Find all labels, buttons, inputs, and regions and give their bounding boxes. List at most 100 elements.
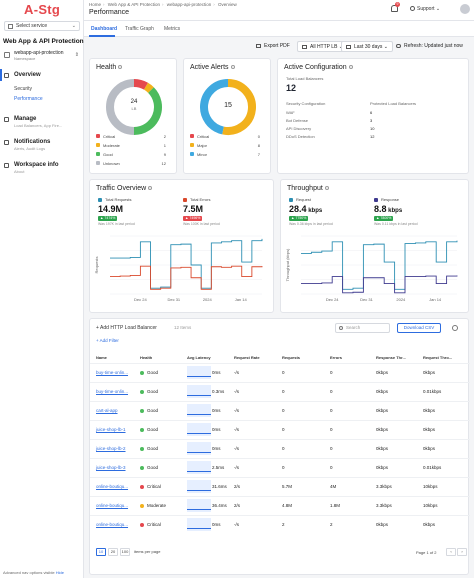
cell-name[interactable]: buy-time-onlin... bbox=[96, 389, 129, 394]
checkbox-icon[interactable] bbox=[98, 198, 102, 202]
alerts-legend-critical[interactable]: Critical 0 bbox=[190, 134, 266, 142]
cell-errors: 4M bbox=[330, 484, 337, 489]
breadcrumb-home[interactable]: Home bbox=[89, 2, 102, 7]
metric-total-requests[interactable]: Total Requests 14.9M ▲ 7474% Was 197K in la… bbox=[98, 197, 178, 228]
table-row[interactable]: juice-shop-lb-3 Good 2.5ms -/s 0 0 0kbps 0.01kb… bbox=[90, 458, 470, 476]
info-icon[interactable] bbox=[324, 186, 329, 191]
donut-slice-critical[interactable] bbox=[133, 79, 148, 90]
column-header[interactable]: Response Thr... bbox=[376, 355, 406, 360]
cell-name[interactable]: cart-al-app bbox=[96, 408, 118, 413]
column-header[interactable]: Errors bbox=[330, 355, 343, 360]
column-header[interactable]: Name bbox=[96, 355, 107, 360]
sidebar-item-label: Overview bbox=[14, 72, 41, 78]
table-row[interactable]: buy-time-onlin... Good 0.3ms -/s 0 0 0kbps 0.01… bbox=[90, 382, 470, 400]
prev-page-button[interactable]: ‹ bbox=[446, 548, 456, 556]
column-header[interactable]: Health bbox=[140, 355, 153, 360]
cell-name[interactable]: juice-shop-lb-1 bbox=[96, 427, 126, 432]
metric-response[interactable]: Response 8.8 kbps ▲ 7800% Was 0.11 kbps in … bbox=[374, 197, 454, 228]
lb-filter-select[interactable]: All HTTP LB ⌄ bbox=[297, 41, 349, 52]
cell-name[interactable]: online-boutiqu... bbox=[96, 503, 129, 508]
donut-slice-major[interactable] bbox=[222, 79, 256, 135]
legend-swatch bbox=[96, 161, 100, 165]
cell-name[interactable]: juice-shop-lb-2 bbox=[96, 446, 126, 451]
tab-metrics[interactable]: Metrics bbox=[164, 26, 181, 32]
metric-value: 8.8 kbps bbox=[374, 204, 403, 214]
bell-icon[interactable] bbox=[391, 5, 398, 12]
avatar[interactable] bbox=[460, 4, 470, 14]
health-legend-critical[interactable]: Critical 2 bbox=[96, 134, 172, 142]
add-lb-button[interactable]: + Add HTTP Load Balancer bbox=[96, 325, 157, 331]
column-header[interactable]: Request Thro... bbox=[423, 355, 453, 360]
metric-total-errors[interactable]: Total Errors 7.5M ▲ 7496% Was 100K in last … bbox=[183, 197, 263, 228]
cell-name[interactable]: buy-time-onlin... bbox=[96, 370, 129, 375]
download-csv-button[interactable]: Download CSV bbox=[397, 323, 441, 333]
checkbox-icon[interactable] bbox=[374, 198, 378, 202]
refresh-button[interactable]: Refresh: Updated just now bbox=[392, 41, 467, 52]
donut-slice-good[interactable] bbox=[133, 87, 162, 135]
donut-slice-minor[interactable] bbox=[200, 79, 229, 135]
page-size-100[interactable]: 100 bbox=[120, 548, 130, 556]
table-row[interactable]: juice-shop-lb-1 Good 0ms -/s 0 0 0kbps 0kbps bbox=[90, 420, 470, 438]
next-page-button[interactable]: › bbox=[457, 548, 467, 556]
cell-name[interactable]: online-boutiqu... bbox=[96, 522, 129, 527]
table-row[interactable]: online-boutiqu... Critical 31.6ms 2/s 5.7M 4M… bbox=[90, 477, 470, 495]
table-row[interactable]: juice-shop-lb-2 Good 0ms -/s 0 0 0kbps 0kbps bbox=[90, 439, 470, 457]
checkbox-icon[interactable] bbox=[183, 198, 187, 202]
search-input[interactable]: Search bbox=[335, 323, 390, 333]
series-line-total-requests[interactable] bbox=[110, 238, 263, 289]
tab-traffic-graph[interactable]: Traffic Graph bbox=[125, 26, 154, 32]
filter-icon bbox=[302, 45, 307, 49]
health-legend-good[interactable]: Good 9 bbox=[96, 152, 172, 160]
series-line-total-errors[interactable] bbox=[110, 265, 263, 290]
page-size-10[interactable]: 10 bbox=[96, 548, 106, 556]
tab-dashboard[interactable]: Dashboard bbox=[91, 26, 118, 32]
series-line-response[interactable] bbox=[301, 275, 458, 294]
sidebar-item-overview[interactable]: Overview bbox=[0, 72, 84, 82]
sidebar-subitem-performance[interactable]: Performance bbox=[14, 96, 43, 102]
cell-name[interactable]: juice-shop-lb-3 bbox=[96, 465, 126, 470]
health-legend-unknown[interactable]: Unknown 12 bbox=[96, 161, 172, 169]
table-row[interactable]: online-boutiqu... Moderate 36.4ms 2/s 4.8M 1.… bbox=[90, 496, 470, 514]
alerts-legend-major[interactable]: Major 8 bbox=[190, 143, 266, 151]
support-menu[interactable]: Support ⌄ bbox=[417, 6, 441, 12]
info-icon[interactable] bbox=[148, 186, 153, 191]
column-header[interactable]: Requests bbox=[282, 355, 301, 360]
bell-icon bbox=[4, 140, 9, 145]
health-legend-moderate[interactable]: Moderate 1 bbox=[96, 143, 172, 151]
sidebar-subitem-security[interactable]: Security bbox=[14, 86, 33, 92]
column-header[interactable]: Avg Latency bbox=[187, 355, 211, 360]
namespace-selector[interactable]: webapp-api-protection Namespace ⇕ bbox=[3, 50, 81, 65]
info-icon[interactable] bbox=[230, 65, 235, 70]
info-icon[interactable] bbox=[118, 65, 123, 70]
traffic-title: Traffic Overview bbox=[96, 185, 153, 192]
search-icon bbox=[339, 326, 343, 330]
sidebar-item-notifications[interactable]: Notifications Alerts, Audit Logs bbox=[0, 139, 84, 153]
gear-icon[interactable] bbox=[452, 325, 458, 331]
page-size-20[interactable]: 20 bbox=[108, 548, 118, 556]
breadcrumb-app[interactable]: Web App & API Protection bbox=[107, 2, 160, 7]
cell-name[interactable]: online-boutiqu... bbox=[96, 484, 129, 489]
table-row[interactable]: online-boutiqu... Critical 0ms -/s 2 2 0kbps 0k… bbox=[90, 515, 470, 533]
brand-logo[interactable]: A-Stg bbox=[24, 2, 61, 17]
checkbox-icon[interactable] bbox=[289, 198, 293, 202]
service-select[interactable]: Select service ⌄ bbox=[4, 21, 80, 31]
alerts-legend-minor[interactable]: Minor 7 bbox=[190, 152, 266, 160]
add-filter-button[interactable]: + Add Filter bbox=[96, 338, 119, 343]
hide-nav-link[interactable]: Hide bbox=[55, 570, 64, 575]
sidebar-item-workspace-info[interactable]: Workspace info About bbox=[0, 162, 84, 176]
legend-label: Moderate bbox=[103, 143, 120, 148]
sidebar-item-manage[interactable]: Manage Load Balancers, App Fire... bbox=[0, 116, 84, 130]
donut-slice-moderate[interactable] bbox=[143, 82, 154, 93]
export-pdf-button[interactable]: Export PDF bbox=[252, 41, 294, 52]
info-icon[interactable] bbox=[348, 65, 353, 70]
breadcrumb-namespace[interactable]: webapp-api-protection bbox=[166, 2, 212, 7]
column-header[interactable]: Request Rate bbox=[234, 355, 260, 360]
table-row[interactable]: cart-al-app Good 0ms -/s 0 0 0kbps 0kbps bbox=[90, 401, 470, 419]
series-line-request[interactable] bbox=[301, 240, 458, 290]
legend-swatch bbox=[190, 134, 194, 138]
legend-value: 0 bbox=[257, 134, 260, 139]
donut-slice-unknown[interactable] bbox=[106, 79, 135, 135]
date-range-select[interactable]: Last 30 days ⌄ bbox=[341, 41, 393, 52]
table-row[interactable]: buy-time-onlin... Good 0ms -/s 0 0 0kbps 0kbps bbox=[90, 363, 470, 381]
metric-request[interactable]: Request 28.4 kbps ▲ 7750% Was 0.36 kbps in … bbox=[289, 197, 369, 228]
